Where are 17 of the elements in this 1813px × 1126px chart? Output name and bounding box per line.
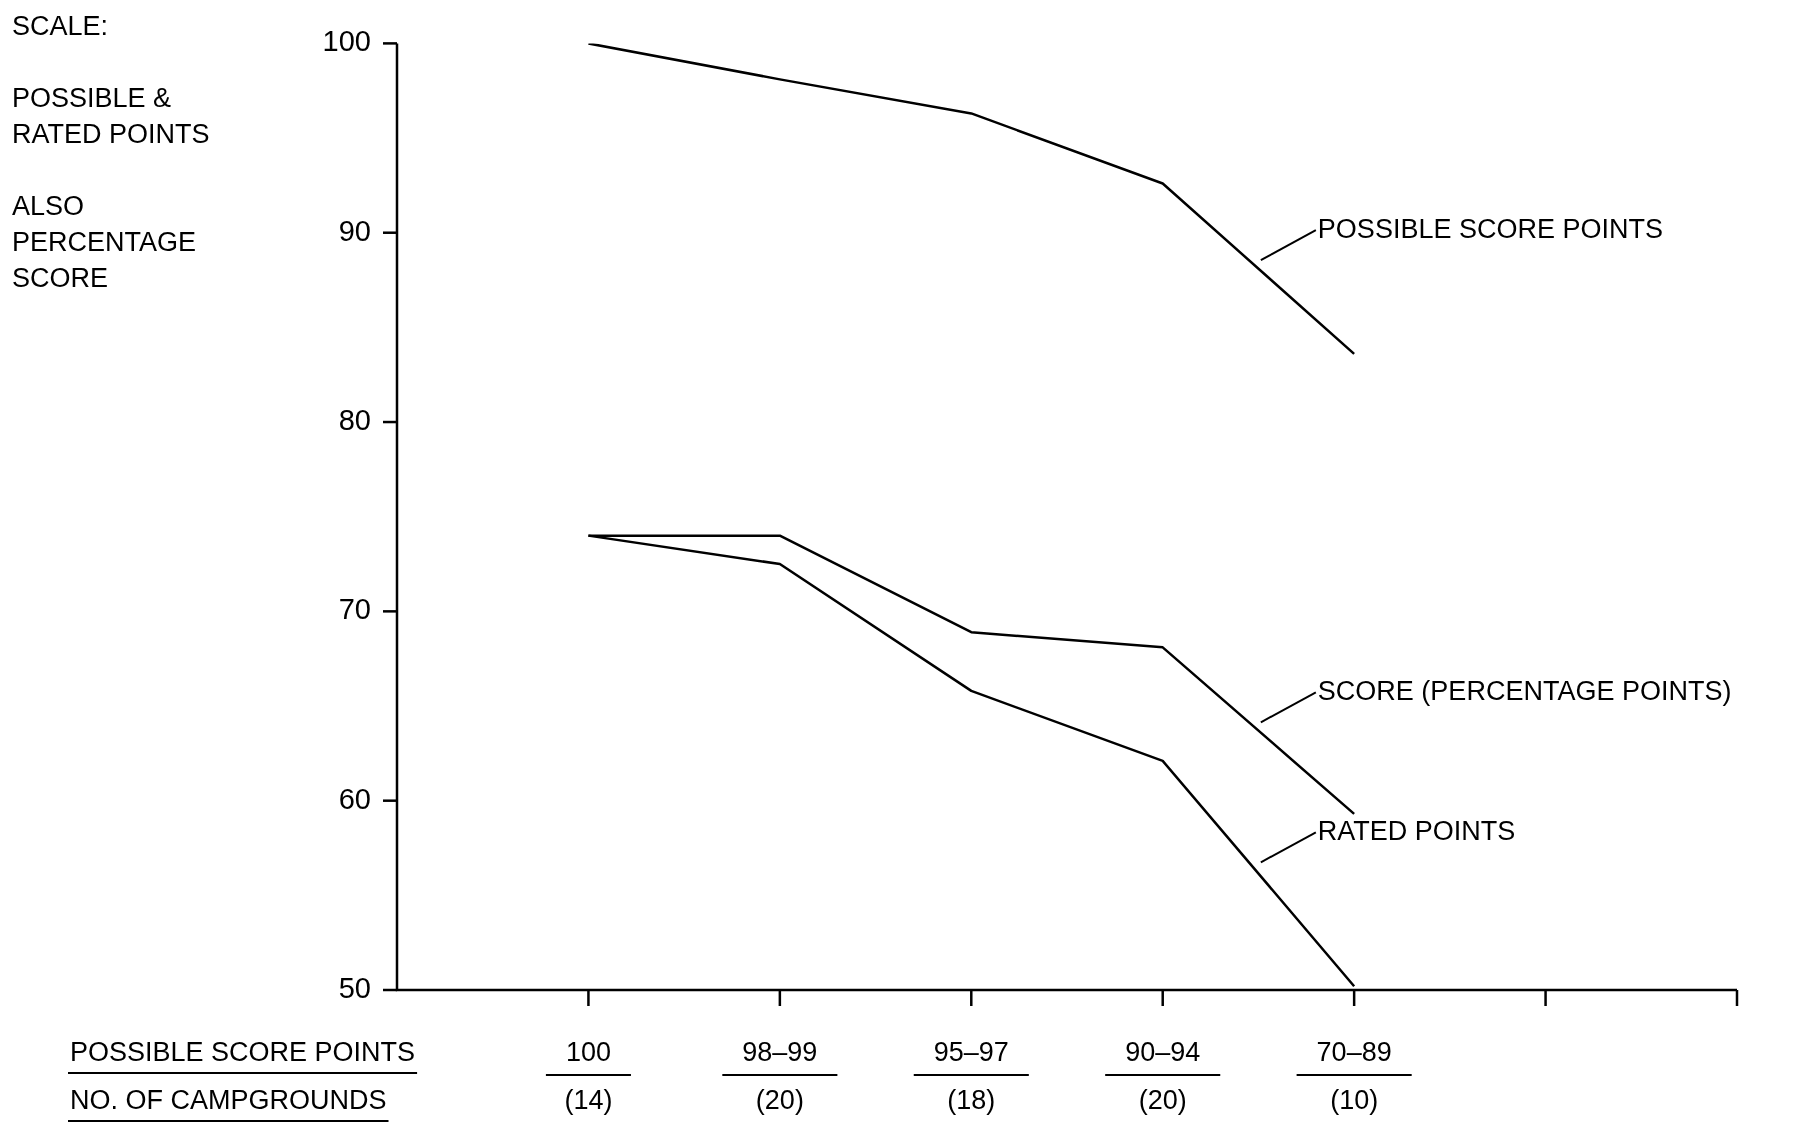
legend-label: POSSIBLE SCORE POINTS — [1317, 213, 1663, 244]
x-tick-label: 90–94 (20) — [1125, 1037, 1201, 1116]
x-tick-label: 95–97 (18) — [933, 1037, 1009, 1116]
legend-label: SCORE (PERCENTAGE POINTS) — [1317, 675, 1732, 706]
y-tick-label: 90 — [338, 214, 371, 247]
text: SCALE: POSSIBLE & RATED POINTS ALSO PERCENTAGE SCORE — [12, 11, 210, 293]
y-tick-label: 80 — [338, 404, 371, 437]
x-tick-label: 100 (14) — [564, 1037, 613, 1116]
y-tick-label: 60 — [338, 782, 371, 815]
text: POSSIBLE SCORE POINTS — [70, 1037, 416, 1068]
text: NO. OF CAMPGROUNDS — [70, 1085, 387, 1116]
x-tick-label: 98–99 (20) — [742, 1037, 818, 1116]
y-tick-label: 100 — [322, 25, 371, 58]
y-tick-label: 50 — [338, 972, 371, 1004]
legend-label: RATED POINTS — [1317, 815, 1516, 846]
y-tick-label: 70 — [338, 593, 371, 626]
x-tick-label: 70–89 (10) — [1316, 1037, 1392, 1116]
